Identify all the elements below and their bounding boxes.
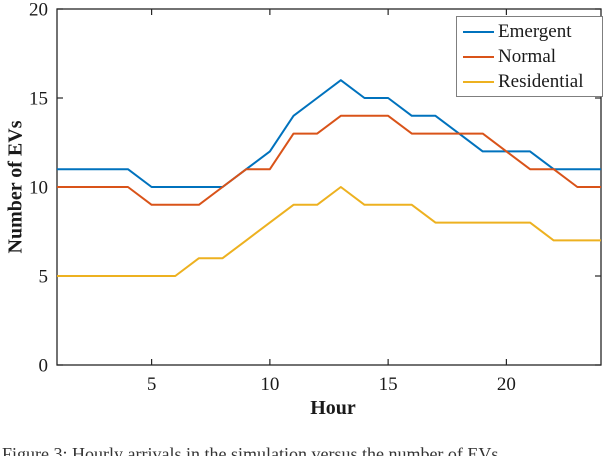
series-line-residential — [57, 186, 601, 277]
legend-item-emergent: Emergent — [457, 22, 602, 41]
legend-label: Residential — [498, 71, 584, 92]
x-tick-label: 10 — [260, 374, 279, 395]
y-tick-label: 10 — [29, 178, 48, 199]
legend: Emergent Normal Residential — [456, 16, 603, 97]
series-line-normal — [57, 114, 601, 206]
y-tick-label: 15 — [29, 89, 48, 110]
y-tick-label: 5 — [39, 267, 49, 288]
x-axis-label: Hour — [310, 397, 356, 419]
legend-line-sample — [463, 80, 494, 83]
legend-label: Emergent — [498, 21, 572, 42]
figure-caption: Figure 3: Hourly arrivals in the simulat… — [2, 444, 499, 456]
x-tick-label: 5 — [147, 374, 157, 395]
legend-item-residential: Residential — [457, 72, 602, 91]
y-axis-label: Number of EVs — [4, 120, 27, 254]
y-tick-label: 0 — [39, 356, 49, 377]
series-line-emergent — [57, 79, 601, 188]
x-tick-label: 20 — [497, 374, 516, 395]
legend-line-sample — [463, 30, 494, 33]
legend-line-sample — [463, 55, 494, 58]
legend-item-normal: Normal — [457, 47, 602, 66]
legend-label: Normal — [498, 46, 557, 67]
x-tick-label: 15 — [379, 374, 398, 395]
y-tick-label: 20 — [29, 0, 48, 21]
